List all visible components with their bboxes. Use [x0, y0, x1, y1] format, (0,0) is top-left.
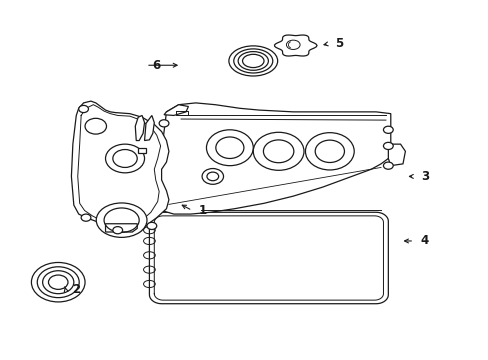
Text: 1: 1	[199, 204, 207, 217]
Polygon shape	[105, 224, 137, 232]
Ellipse shape	[79, 105, 88, 113]
Ellipse shape	[113, 226, 122, 234]
Ellipse shape	[85, 118, 106, 134]
Text: 6: 6	[152, 59, 161, 72]
Ellipse shape	[305, 133, 353, 170]
Ellipse shape	[147, 222, 157, 229]
Polygon shape	[144, 116, 154, 140]
Ellipse shape	[383, 162, 392, 169]
Ellipse shape	[105, 144, 144, 173]
Ellipse shape	[81, 214, 91, 221]
Ellipse shape	[202, 168, 223, 184]
Polygon shape	[71, 101, 168, 234]
Polygon shape	[135, 116, 144, 140]
Polygon shape	[163, 105, 188, 116]
Ellipse shape	[383, 142, 392, 149]
Ellipse shape	[253, 132, 304, 170]
Text: 2: 2	[72, 283, 80, 296]
Ellipse shape	[159, 120, 168, 127]
Text: 4: 4	[420, 234, 428, 247]
Text: 5: 5	[335, 37, 343, 50]
Ellipse shape	[206, 130, 253, 166]
Polygon shape	[159, 103, 390, 214]
Ellipse shape	[96, 203, 147, 237]
Polygon shape	[387, 144, 405, 166]
Text: 3: 3	[420, 170, 428, 183]
Polygon shape	[138, 148, 146, 153]
Polygon shape	[274, 35, 316, 56]
Ellipse shape	[383, 126, 392, 134]
Polygon shape	[149, 212, 387, 304]
